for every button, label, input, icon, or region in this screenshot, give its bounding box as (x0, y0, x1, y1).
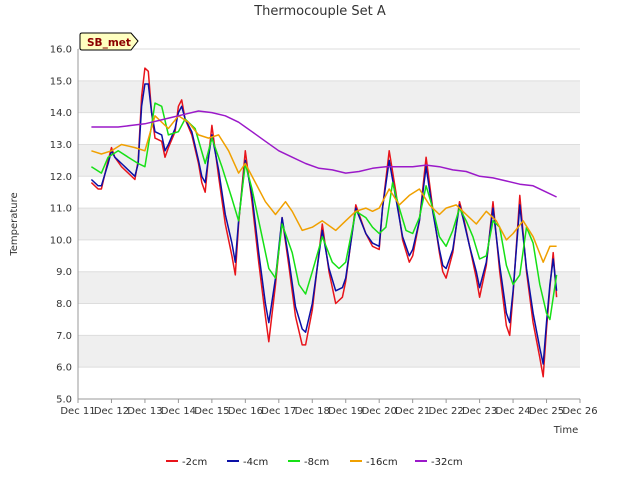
y-tick-label: 16.0 (50, 45, 72, 56)
x-tick-label: Dec 20 (362, 406, 397, 417)
x-axis-title: Time (553, 425, 578, 436)
legend-label: -16cm (366, 457, 398, 468)
legend-item: -2cm (166, 457, 207, 468)
series-line-m2cm (90, 67, 558, 378)
y-tick-label: 14.0 (50, 108, 72, 119)
x-tick-label: Dec 22 (429, 406, 464, 417)
axes (77, 49, 580, 400)
plot-background (78, 49, 580, 399)
x-tick-label: Dec 24 (495, 406, 530, 417)
series-line-m4cm (90, 83, 558, 365)
chart-title: Thermocouple Set A (253, 4, 386, 19)
legend-item: -4cm (227, 457, 268, 468)
y-tick-label: 9.0 (56, 267, 72, 278)
legend-item: -8cm (288, 457, 329, 468)
grid-band (78, 271, 580, 304)
x-tick-label: Dec 19 (328, 406, 363, 417)
x-tick-label: Dec 11 (60, 406, 95, 417)
legend-label: -2cm (182, 457, 207, 468)
series-line-m8cm (90, 102, 558, 321)
x-tick-label: Dec 15 (194, 406, 229, 417)
x-tick-label: Dec 13 (127, 406, 162, 417)
x-tick-label: Dec 26 (562, 406, 597, 417)
y-tick-label: 11.0 (50, 204, 72, 215)
y-tick-label: 13.0 (50, 140, 72, 151)
x-tick-label: Dec 14 (161, 406, 196, 417)
x-tick-label: Dec 18 (295, 406, 330, 417)
x-tick-label: Dec 16 (228, 406, 263, 417)
y-tick-label: 15.0 (50, 76, 72, 87)
legend: -2cm -4cm -8cm -16cm -32cm (166, 457, 463, 468)
series-lines (90, 67, 558, 378)
grid-band (78, 144, 580, 177)
y-tick-label: 10.0 (50, 235, 72, 246)
y-tick-label: 7.0 (56, 331, 72, 342)
legend-label: -8cm (304, 457, 329, 468)
y-tick-label: 6.0 (56, 363, 72, 374)
x-tick-label: Dec 21 (395, 406, 430, 417)
y-tick-label: 5.0 (56, 395, 72, 406)
grid-band (78, 80, 580, 113)
legend-label: -32cm (431, 457, 463, 468)
legend-label: -4cm (243, 457, 268, 468)
badge-label: SB_met (87, 37, 131, 49)
x-tick-label: Dec 12 (94, 406, 129, 417)
x-tick-label: Dec 23 (462, 406, 497, 417)
x-tick-label: Dec 25 (529, 406, 564, 417)
x-tick-label: Dec 17 (261, 406, 296, 417)
y-tick-label: 8.0 (56, 299, 72, 310)
badge: SB_met (79, 32, 139, 51)
y-axis-title: Temperature (9, 192, 20, 256)
series-line-m32cm (91, 110, 557, 198)
y-tick-label: 12.0 (50, 172, 72, 183)
legend-item: -16cm (350, 457, 398, 468)
grid-band (78, 335, 580, 368)
legend-item: -32cm (415, 457, 463, 468)
y-axis-ticks: 5.0 6.0 7.0 8.0 9.0 10.0 11.0 12.0 13.0 14.0 15.0 1… (50, 45, 72, 406)
